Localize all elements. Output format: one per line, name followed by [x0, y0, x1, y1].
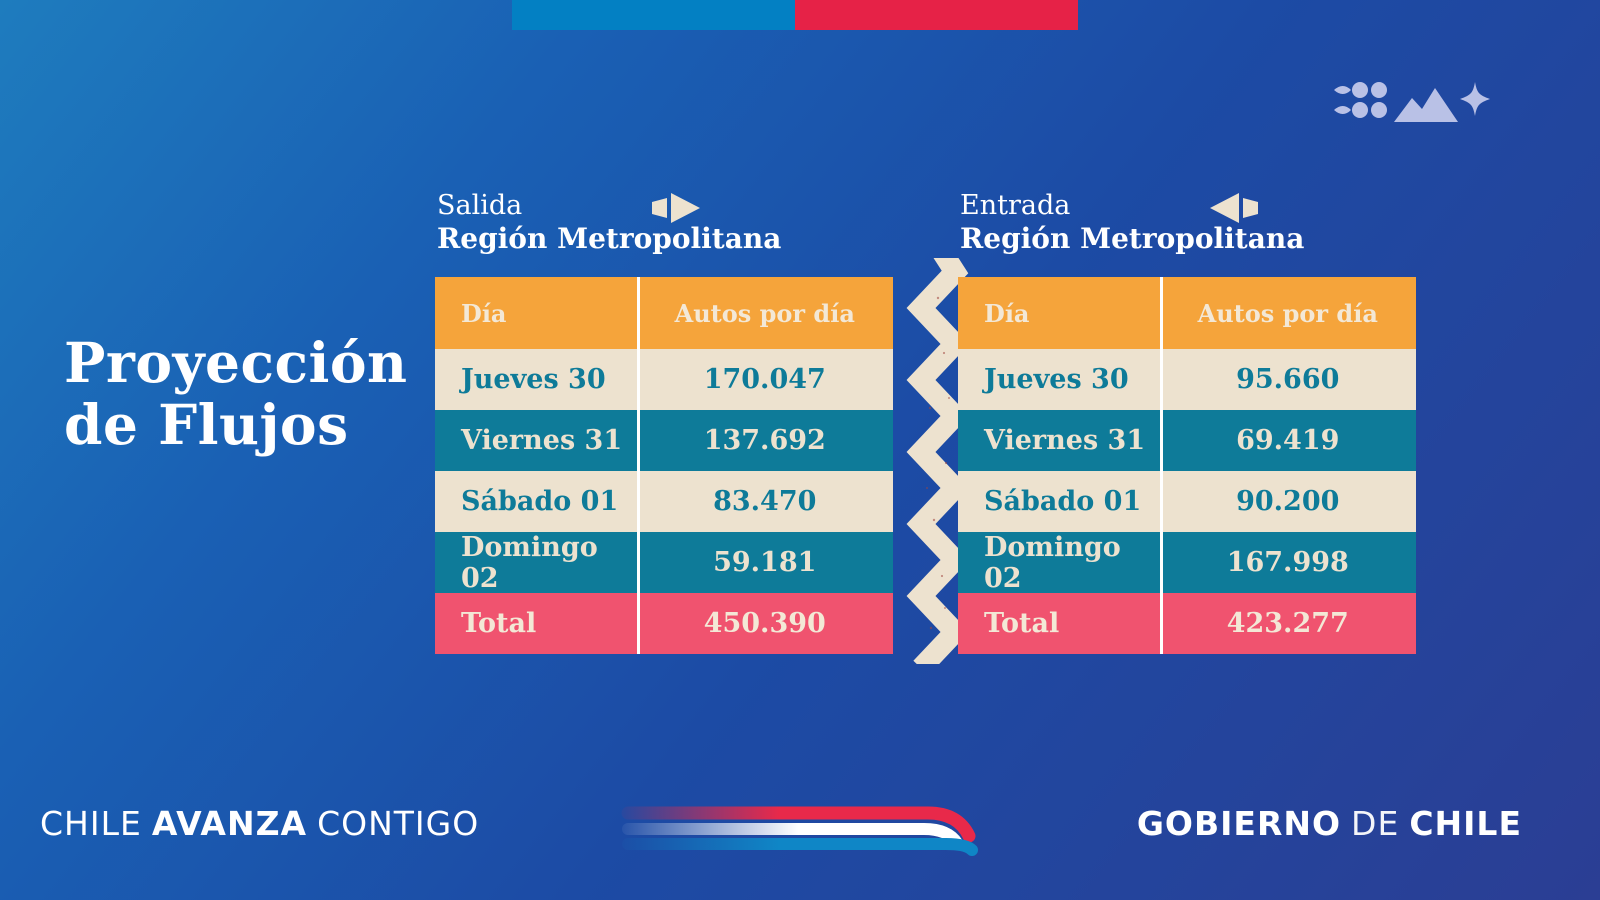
table-row-viernes: Viernes 31 137.692: [435, 410, 893, 471]
entrada-region-label: Región Metropolitana: [960, 222, 1305, 256]
top-accent-bar: [512, 0, 1078, 30]
total-label: Total: [984, 608, 1060, 639]
day-cell: Jueves 30: [984, 364, 1129, 395]
slogan-chile-avanza-contigo: CHILE AVANZA CONTIGO: [40, 804, 479, 843]
top-bar-blue-segment: [512, 0, 795, 30]
day-cell: Sábado 01: [461, 486, 619, 517]
table-row-sabado: Sábado 01 90.200: [958, 471, 1416, 532]
value-cell: 137.692: [703, 425, 826, 456]
total-value: 450.390: [703, 608, 826, 639]
speed-swoosh-graphic: [621, 806, 978, 856]
entrada-direction-label: Entrada: [960, 190, 1071, 221]
table-row-sabado: Sábado 01 83.470: [435, 471, 893, 532]
value-cell: 90.200: [1236, 486, 1340, 517]
day-cell: Viernes 31: [984, 425, 1146, 456]
column-header-dia: Día: [461, 298, 507, 328]
total-label: Total: [461, 608, 537, 639]
gobierno-de-chile-wordmark: GOBIERNO DE CHILE: [1137, 804, 1522, 843]
salida-region-label: Región Metropolitana: [437, 222, 782, 256]
value-cell: 69.419: [1236, 425, 1340, 456]
value-cell: 59.181: [713, 547, 817, 578]
column-header-dia: Día: [984, 298, 1030, 328]
page-title-line2: de Flujos: [64, 391, 349, 457]
table-row-domingo: Domingo 02 59.181: [435, 531, 893, 594]
salida-table: Día Autos por día Jueves 30 170.047 Vier…: [435, 277, 893, 654]
salida-direction-label: Salida: [437, 190, 523, 221]
table-row-viernes: Viernes 31 69.419: [958, 410, 1416, 471]
top-bar-red-segment: [795, 0, 1078, 30]
entrada-caption: Entrada Región Metropolitana: [960, 190, 1380, 256]
salida-header-row: Día Autos por día: [435, 277, 893, 349]
wordmark-word-chile: CHILE: [1409, 804, 1522, 843]
column-header-autos-por-dia: Autos por día: [1197, 298, 1378, 328]
day-cell: Sábado 01: [984, 486, 1142, 517]
zigzag-divider: [906, 258, 970, 664]
value-cell: 170.047: [703, 364, 826, 395]
value-cell: 95.660: [1236, 364, 1340, 395]
page-title: Proyección de Flujos: [64, 332, 408, 455]
table-row-jueves: Jueves 30 170.047: [435, 349, 893, 410]
entrada-header-row: Día Autos por día: [958, 277, 1416, 349]
column-divider: [636, 277, 640, 654]
day-cell: Domingo 02: [984, 531, 1121, 594]
table-total-row: Total 450.390: [435, 593, 893, 654]
arrow-left-icon: [1210, 193, 1258, 223]
slogan-word-contigo: CONTIGO: [317, 804, 480, 843]
total-value: 423.277: [1226, 608, 1349, 639]
page-title-line1: Proyección: [64, 330, 408, 395]
column-divider: [1159, 277, 1163, 654]
table-row-jueves: Jueves 30 95.660: [958, 349, 1416, 410]
wordmark-word-de: DE: [1351, 804, 1400, 843]
table-row-domingo: Domingo 02 167.998: [958, 531, 1416, 594]
entrada-table: Día Autos por día Jueves 30 95.660 Viern…: [958, 277, 1416, 654]
value-cell: 167.998: [1226, 547, 1349, 578]
wordmark-word-gobierno: GOBIERNO: [1136, 804, 1342, 843]
salida-caption: Salida Región Metropolitana: [437, 190, 857, 256]
arrow-right-icon: [652, 193, 700, 223]
column-header-autos-por-dia: Autos por día: [674, 298, 855, 328]
table-total-row: Total 423.277: [958, 593, 1416, 654]
day-cell: Viernes 31: [461, 425, 623, 456]
day-cell: Domingo 02: [461, 531, 598, 594]
gobierno-brand-icon: [1334, 82, 1490, 122]
slogan-word-chile: CHILE: [40, 804, 142, 843]
day-cell: Jueves 30: [461, 364, 606, 395]
value-cell: 83.470: [713, 486, 817, 517]
slogan-word-avanza: AVANZA: [151, 804, 308, 843]
